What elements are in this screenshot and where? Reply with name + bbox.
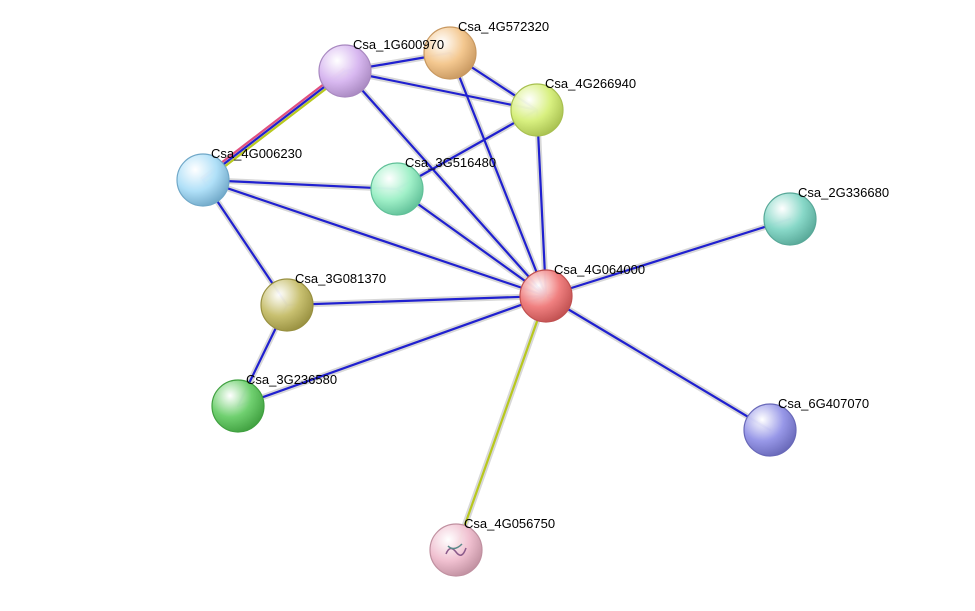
node-Csa_3G516480[interactable]: Csa_3G516480	[371, 155, 496, 215]
edge[interactable]	[546, 296, 770, 430]
edge-extra	[201, 69, 343, 178]
nodes-layer: Csa_4G064000 Csa_3G516480 Csa_4G266940 Csa_…	[177, 19, 889, 576]
node-Csa_4G266940[interactable]: Csa_4G266940	[511, 76, 636, 136]
node-circle[interactable]	[520, 270, 572, 322]
node-circle[interactable]	[511, 84, 563, 136]
node-Csa_4G064000[interactable]: Csa_4G064000	[520, 262, 645, 322]
node-circle[interactable]	[424, 27, 476, 79]
edge[interactable]	[456, 296, 546, 550]
node-label: Csa_4G572320	[458, 19, 549, 34]
edge[interactable]	[537, 110, 546, 296]
node-label: Csa_4G266940	[545, 76, 636, 91]
node-label: Csa_3G236580	[246, 372, 337, 387]
node-Csa_4G006230[interactable]: Csa_4G006230	[177, 146, 302, 206]
node-label: Csa_6G407070	[778, 396, 869, 411]
node-circle[interactable]	[212, 380, 264, 432]
node-circle[interactable]	[430, 524, 482, 576]
network-graph: Csa_4G064000 Csa_3G516480 Csa_4G266940 Csa_…	[0, 0, 975, 611]
node-label: Csa_2G336680	[798, 185, 889, 200]
edge[interactable]	[203, 71, 345, 180]
node-circle[interactable]	[764, 193, 816, 245]
edge[interactable]	[287, 296, 546, 305]
node-circle[interactable]	[319, 45, 371, 97]
node-circle[interactable]	[177, 154, 229, 206]
node-label: Csa_3G081370	[295, 271, 386, 286]
node-label: Csa_4G056750	[464, 516, 555, 531]
node-label: Csa_3G516480	[405, 155, 496, 170]
node-Csa_4G056750[interactable]: Csa_4G056750	[430, 516, 555, 576]
edge[interactable]	[546, 219, 790, 296]
node-circle[interactable]	[261, 279, 313, 331]
node-label: Csa_1G600970	[353, 37, 444, 52]
node-Csa_2G336680[interactable]: Csa_2G336680	[764, 185, 889, 245]
node-Csa_6G407070[interactable]: Csa_6G407070	[744, 396, 869, 456]
node-label: Csa_4G064000	[554, 262, 645, 277]
node-circle[interactable]	[371, 163, 423, 215]
node-circle[interactable]	[744, 404, 796, 456]
node-label: Csa_4G006230	[211, 146, 302, 161]
edge-extra	[205, 73, 347, 182]
node-Csa_3G236580[interactable]: Csa_3G236580	[212, 372, 337, 432]
